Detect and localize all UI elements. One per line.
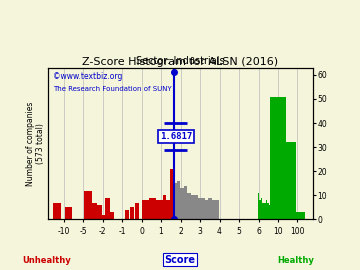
Text: Sector: Industrials: Sector: Industrials bbox=[136, 56, 225, 66]
Bar bbox=[99, 215, 107, 220]
Bar bbox=[259, 200, 261, 220]
Bar bbox=[177, 181, 180, 220]
Bar bbox=[163, 195, 166, 220]
Bar bbox=[142, 200, 145, 220]
Title: Z-Score Histogram for ALSN (2016): Z-Score Histogram for ALSN (2016) bbox=[82, 57, 279, 67]
Bar bbox=[266, 200, 267, 220]
Bar bbox=[166, 200, 170, 220]
Bar bbox=[125, 210, 129, 220]
Bar bbox=[191, 195, 194, 220]
Text: ©www.textbiz.org: ©www.textbiz.org bbox=[53, 72, 123, 81]
Bar bbox=[201, 198, 205, 220]
Bar bbox=[184, 186, 187, 220]
Bar bbox=[159, 200, 163, 220]
Bar bbox=[194, 195, 198, 220]
Bar bbox=[53, 202, 60, 220]
Bar bbox=[135, 202, 139, 220]
Bar bbox=[272, 202, 273, 220]
Bar bbox=[156, 200, 159, 220]
Text: Healthy: Healthy bbox=[277, 256, 314, 265]
Text: Score: Score bbox=[165, 255, 195, 265]
Text: 1.6817: 1.6817 bbox=[160, 132, 192, 141]
Bar bbox=[152, 198, 156, 220]
Bar bbox=[280, 142, 296, 220]
Text: The Research Foundation of SUNY: The Research Foundation of SUNY bbox=[53, 86, 172, 92]
Bar bbox=[110, 212, 114, 220]
Bar bbox=[274, 202, 275, 220]
Bar bbox=[130, 207, 134, 220]
Bar bbox=[267, 202, 269, 220]
Bar bbox=[170, 169, 173, 220]
Bar bbox=[173, 183, 177, 220]
Bar bbox=[212, 200, 215, 220]
Bar bbox=[198, 198, 201, 220]
Bar bbox=[187, 193, 191, 220]
Bar bbox=[208, 198, 212, 220]
Bar bbox=[94, 205, 102, 220]
Bar bbox=[149, 198, 152, 220]
Bar bbox=[270, 96, 286, 220]
Bar bbox=[258, 193, 259, 220]
Bar bbox=[270, 207, 272, 220]
Bar bbox=[262, 202, 264, 220]
Bar bbox=[215, 200, 219, 220]
Bar bbox=[264, 202, 266, 220]
Bar bbox=[269, 205, 270, 220]
Bar bbox=[205, 200, 208, 220]
Bar bbox=[180, 188, 184, 220]
Text: Unhealthy: Unhealthy bbox=[22, 256, 71, 265]
Bar bbox=[89, 202, 97, 220]
Bar bbox=[64, 207, 72, 220]
Bar bbox=[290, 212, 305, 220]
Bar bbox=[105, 198, 109, 220]
Bar bbox=[145, 200, 149, 220]
Bar bbox=[261, 198, 262, 220]
Y-axis label: Number of companies
(573 total): Number of companies (573 total) bbox=[26, 101, 45, 186]
Bar bbox=[84, 191, 92, 220]
